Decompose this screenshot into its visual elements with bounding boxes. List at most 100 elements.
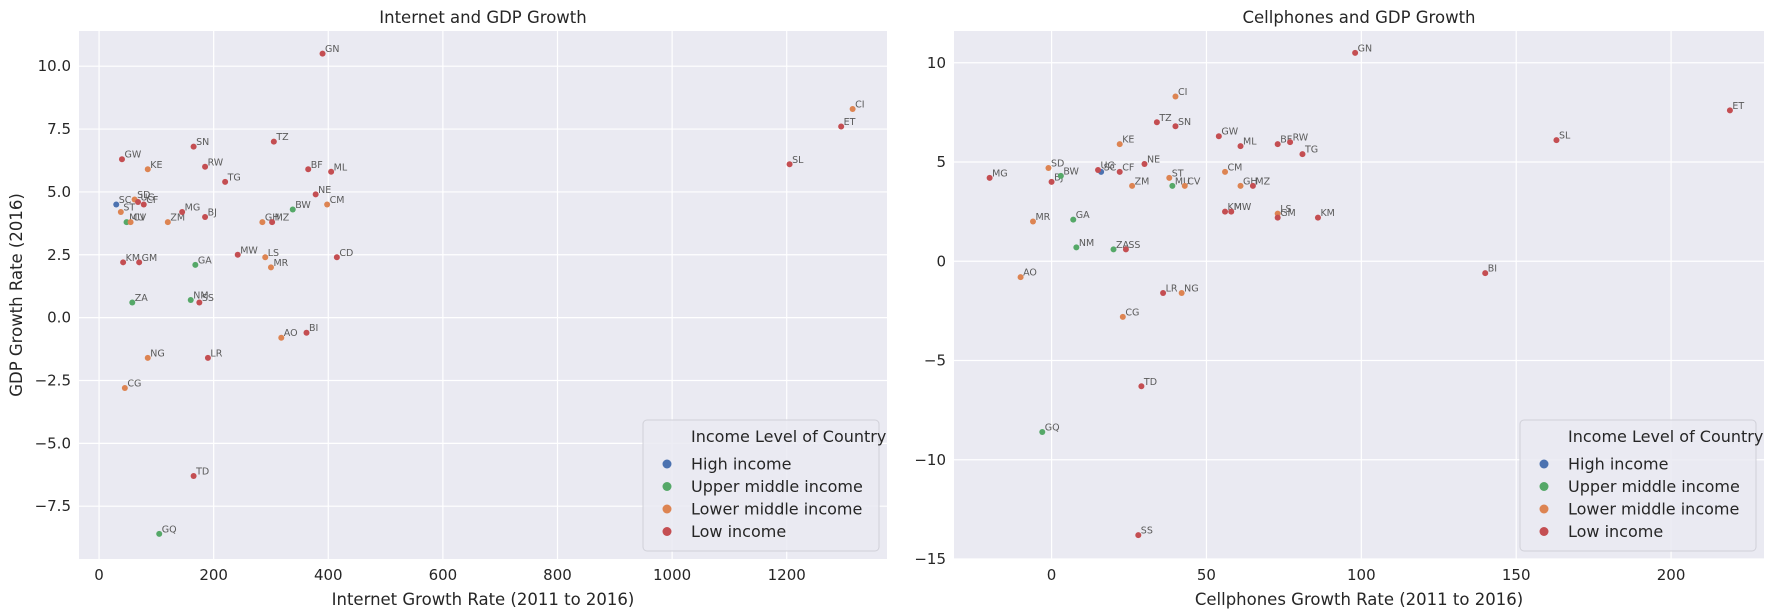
point-label: AO [1023, 268, 1037, 279]
data-point [190, 143, 197, 150]
y-tick-label: −15 [914, 550, 946, 568]
y-tick-label: 2.5 [47, 246, 71, 264]
data-point [1070, 216, 1077, 223]
data-point [1141, 160, 1148, 167]
data-point [135, 198, 142, 205]
point-label: KE [1122, 135, 1134, 146]
point-label: CD [339, 248, 353, 259]
point-label: LR [1166, 284, 1178, 295]
point-label: NG [1184, 284, 1198, 295]
point-label: TG [1304, 145, 1318, 156]
point-label: GN [325, 44, 339, 55]
point-label: ST [123, 203, 135, 214]
point-label: LS [1280, 204, 1291, 215]
data-point [1178, 290, 1185, 297]
point-label: SL [1559, 131, 1571, 142]
point-label: TZ [1158, 113, 1172, 124]
legend-cellphones: Income Level of Country High income Upper … [1519, 419, 1763, 552]
point-label: GW [1221, 127, 1238, 138]
data-point [1222, 208, 1229, 215]
data-point [262, 254, 269, 261]
legend-marker [662, 482, 672, 491]
point-label: GH [1243, 176, 1258, 187]
data-point [1116, 141, 1123, 148]
data-point [305, 166, 312, 173]
gridlines-internet [79, 31, 887, 559]
data-point [333, 254, 340, 261]
data-point [144, 166, 151, 173]
data-point [1138, 383, 1145, 390]
data-point [192, 261, 199, 268]
point-label: BI [309, 323, 318, 334]
point-label: MZ [275, 213, 290, 224]
data-point [1048, 178, 1055, 185]
data-point [1228, 208, 1235, 215]
point-label: ZM [1135, 176, 1150, 187]
point-label: MR [1035, 212, 1050, 223]
data-point [1287, 139, 1294, 146]
data-point [1169, 182, 1176, 189]
point-label: GM [142, 253, 158, 264]
x-axis-label-internet: Internet Growth Rate (2011 to 2016) [332, 590, 635, 609]
data-point [1237, 143, 1244, 150]
point-label: KE [150, 160, 162, 171]
data-point [1215, 133, 1222, 140]
y-tick-label: 10.0 [38, 57, 71, 75]
data-point [1073, 244, 1080, 251]
internet-gdp-chart: 0 200 400 600 800 1000 1200 −7.5 −5.0 −2.5 0.0 2.5 5… [7, 8, 887, 609]
point-label: MU [1175, 176, 1190, 187]
legend-marker [662, 504, 672, 514]
data-point [259, 219, 266, 226]
point-label: BF [311, 160, 323, 171]
point-label: MG [992, 168, 1008, 179]
x-tick-label: 1000 [653, 566, 691, 584]
data-point [1166, 174, 1173, 181]
data-point [1045, 164, 1052, 171]
legend-box [642, 419, 880, 552]
points-cellphones: MGAOMRGQSDBJBWGANMSCUGZAKECFCGSSZMSSTDNE… [986, 43, 1744, 539]
data-point [1181, 182, 1188, 189]
x-tick-label: 600 [429, 566, 458, 584]
point-label: CV [133, 213, 147, 224]
point-label: GA [198, 255, 212, 266]
point-label: NG [150, 348, 164, 359]
data-point [1160, 290, 1167, 297]
data-point [1153, 119, 1160, 126]
y-axis-label-internet: GDP Growth Rate (2016) [7, 193, 26, 397]
data-point [1119, 313, 1126, 320]
point-label: ML [334, 162, 348, 173]
y-tick-label: 7.5 [47, 120, 71, 138]
data-point [1274, 141, 1281, 148]
data-point [140, 201, 147, 208]
point-label: TZ [275, 132, 289, 143]
point-label: SS [1141, 526, 1153, 537]
point-label: SC [119, 195, 132, 206]
point-label: SN [1178, 117, 1191, 128]
y-tick-label: −5 [924, 352, 946, 370]
point-label: ET [844, 117, 856, 128]
legend-marker [1539, 527, 1549, 536]
point-label: MZ [1255, 176, 1270, 187]
legend-marker [662, 527, 672, 536]
point-label: CV [1187, 176, 1201, 187]
legend-entry: Lower middle income [691, 500, 862, 519]
data-point [1482, 270, 1489, 277]
legend-entry: High income [691, 455, 791, 474]
point-label: GA [1076, 210, 1090, 221]
data-point [121, 385, 128, 392]
point-label: GH [265, 213, 280, 224]
point-label: BW [1063, 166, 1079, 177]
point-label: MU [129, 213, 144, 224]
data-point [786, 161, 793, 168]
legend-entry: Upper middle income [691, 477, 863, 496]
data-point [328, 168, 335, 175]
y-tick-label: 5.0 [47, 183, 71, 201]
data-point [1122, 246, 1129, 253]
point-label: LS [268, 248, 279, 259]
data-point [303, 329, 310, 336]
data-point [1726, 107, 1733, 114]
x-tick-label: 800 [543, 566, 572, 584]
